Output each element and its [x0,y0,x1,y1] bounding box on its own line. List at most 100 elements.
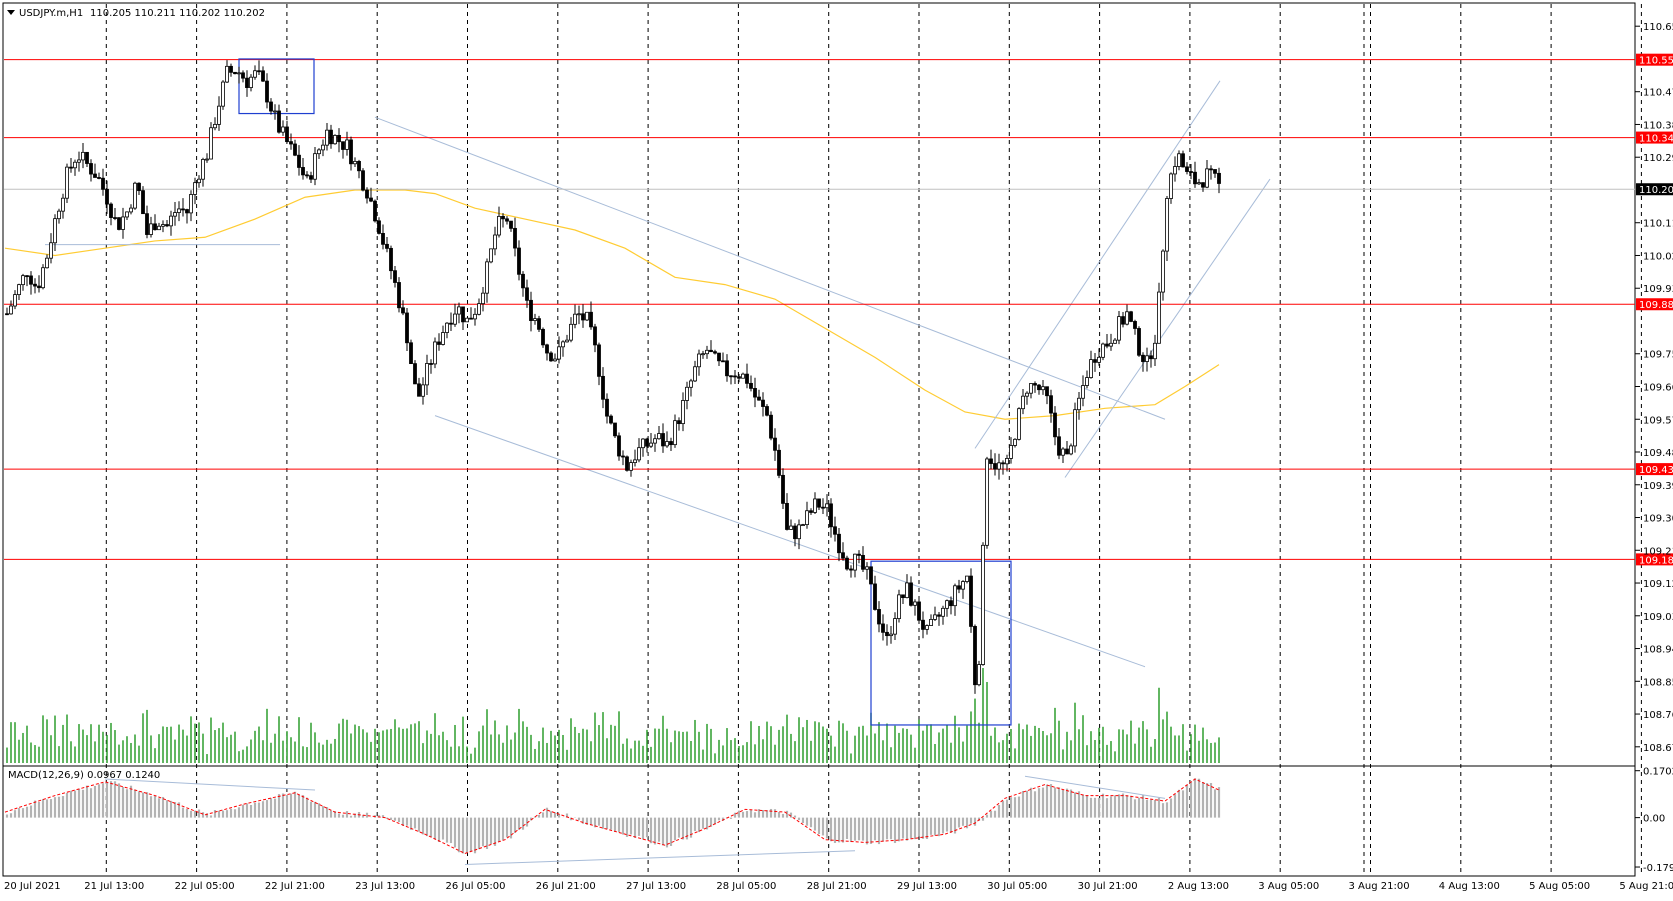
candle-body [509,220,513,229]
candle-body [249,76,253,88]
candle-body [169,215,173,227]
candle-body [645,438,649,447]
candle-body [429,363,433,365]
candle-body [845,557,849,570]
trend-line [974,80,1221,449]
candle-body [189,194,193,214]
candle-body [721,360,725,363]
candle-body [45,257,49,269]
candle-body [713,351,717,354]
candle-body [1069,445,1073,455]
candle-body [877,609,881,625]
candle-body [233,71,237,75]
candle-body [393,270,397,283]
candle-body [969,575,973,627]
candle-body [369,197,373,202]
candle-body [1149,355,1153,360]
candle-body [265,80,269,103]
price-tick-label: 110.110 [1643,219,1673,230]
trend-lines[interactable] [45,80,1271,668]
time-tick-label: 21 Jul 13:00 [84,881,144,892]
candle-body [773,437,777,451]
candle-body [641,438,645,449]
candle-body [433,341,437,365]
time-tick-label: 5 Aug 05:00 [1529,881,1590,892]
level-tag [1636,463,1673,476]
time-tick-label: 30 Jul 05:00 [987,881,1047,892]
candle-body [677,420,681,425]
candle-body [37,285,41,289]
candle-body [305,174,309,177]
candle-body [141,190,145,215]
candle-body [1089,359,1093,378]
candle-body [737,376,741,379]
candle-body [577,313,581,316]
candle-body [1137,328,1141,356]
candle-body [477,303,481,315]
price-tick-label: 109.480 [1643,448,1673,459]
range-boxes[interactable] [238,58,1012,726]
candle-body [309,175,313,180]
level-tag [1636,298,1673,311]
candle-body [769,414,773,439]
candle-body [345,139,349,150]
time-tick-label: 3 Aug 05:00 [1258,881,1319,892]
candle-body [1053,412,1057,438]
candle-body [913,601,917,606]
candle-body [613,422,617,437]
candle-body [589,311,593,328]
candle-body [357,160,361,172]
candle-body [1193,171,1197,185]
time-tick-label: 28 Jul 05:00 [716,881,776,892]
candle-body [453,313,457,325]
candle-body [1001,462,1005,465]
price-tick-label: 109.300 [1643,514,1673,525]
time-tick-label: 20 Jul 2021 [4,881,61,892]
candle-body [1073,409,1077,447]
candle-body [245,77,249,88]
candle-body [605,398,609,417]
candle-body [765,406,769,416]
candle-body [193,182,197,195]
candle-body [381,233,385,245]
candle-body [461,306,465,323]
candle-body [321,144,325,151]
candle-body [301,167,305,176]
candle-body [353,160,357,165]
candle-body [569,323,573,341]
candle-body [441,332,445,345]
time-tick-label: 2 Aug 13:00 [1168,881,1229,892]
candle-body [325,129,329,146]
candle-body [977,664,981,686]
level-tag-label: 110.558 [1639,56,1673,67]
symbol-label: USDJPY.m,H1 [19,8,83,19]
candle-body [329,129,333,145]
candle-body [861,554,865,570]
candle-body [897,594,901,619]
candle-body [533,318,537,321]
level-tag [1636,131,1673,144]
resistance-levels[interactable]: 110.558 110.344 109.886 109.433 109.185 110.2… [4,53,1673,567]
candle-body [973,626,977,686]
candle-body [1037,384,1041,391]
candle-body [681,400,685,425]
candle-body [1029,383,1033,394]
menu-arrow-icon[interactable] [7,10,15,15]
candle-body [217,105,221,125]
candle-body [993,463,997,470]
candle-body [261,70,265,82]
candle-body [1097,356,1101,363]
candle-body [965,575,969,582]
candle-body [841,552,845,559]
candle-body [129,207,133,213]
trend-line [374,116,1166,420]
candle-body [517,247,521,275]
candle-body [101,177,105,190]
candle-body [693,366,697,382]
candle-body [185,209,189,214]
candle-body [121,216,125,230]
candle-body [253,70,257,78]
candle-body [957,585,961,590]
candle-body [953,585,957,607]
